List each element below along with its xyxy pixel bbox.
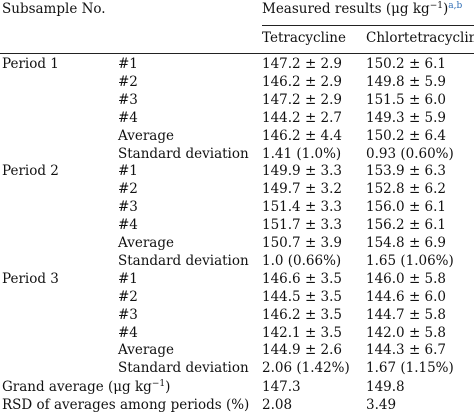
subsample-label: #3 xyxy=(118,92,138,108)
subsample-label: #4 xyxy=(118,325,138,341)
rsd-tetracycline: 2.08 xyxy=(262,397,293,413)
tetracycline-value: 146.2 ± 2.9 xyxy=(262,74,343,90)
subsample-label: #4 xyxy=(118,110,138,126)
chlortetracycline-value: 153.9 ± 6.3 xyxy=(366,163,447,179)
subsample-label: #1 xyxy=(118,56,138,72)
measured-results-exp: −1 xyxy=(429,1,443,11)
grand-average-exp: −1 xyxy=(151,379,166,389)
grand-average-label: Grand average (μg kg−1) xyxy=(2,378,170,399)
period-label: Period 3 xyxy=(2,271,59,287)
tetracycline-value: 144.9 ± 2.6 xyxy=(262,342,343,358)
grand-average-chlortetracycline: 149.8 xyxy=(366,379,405,395)
chlortetracycline-value: 144.3 ± 6.7 xyxy=(366,342,447,358)
chlortetracycline-value: 149.3 ± 5.9 xyxy=(366,110,447,126)
grand-average-prefix: Grand average (μg kg xyxy=(2,379,152,395)
tetracycline-value: 1.41 (1.0%) xyxy=(262,146,342,162)
period-label: Period 1 xyxy=(2,56,59,72)
measured-results-prefix: Measured results (μg kg xyxy=(262,1,430,17)
tetracycline-value: 151.7 ± 3.3 xyxy=(262,217,343,233)
tetracycline-value: 144.2 ± 2.7 xyxy=(262,110,343,126)
chlortetracycline-value: 154.8 ± 6.9 xyxy=(366,235,447,251)
tetracycline-value: 146.2 ± 3.5 xyxy=(262,307,343,323)
col-header-chlortetracycline: Chlortetracycline xyxy=(366,30,474,46)
subsample-label: Average xyxy=(118,342,174,358)
chlortetracycline-value: 144.6 ± 6.0 xyxy=(366,289,447,305)
tetracycline-value: 142.1 ± 3.5 xyxy=(262,325,343,341)
chlortetracycline-value: 146.0 ± 5.8 xyxy=(366,271,447,287)
chlortetracycline-value: 150.2 ± 6.1 xyxy=(366,56,447,72)
subsample-header: Subsample No. xyxy=(2,1,106,17)
header-bottom-rule xyxy=(0,53,474,54)
chlortetracycline-value: 150.2 ± 6.4 xyxy=(366,128,447,144)
measured-results-header: Measured results (μg kg−1)a,b xyxy=(262,0,462,21)
tetracycline-value: 147.2 ± 2.9 xyxy=(262,92,343,108)
tetracycline-value: 144.5 ± 3.5 xyxy=(262,289,343,305)
subsample-label: #2 xyxy=(118,181,138,197)
chlortetracycline-value: 142.0 ± 5.8 xyxy=(366,325,447,341)
chlortetracycline-value: 0.93 (0.60%) xyxy=(366,146,454,162)
grand-average-tetracycline: 147.3 xyxy=(262,379,301,395)
subsample-label: Standard deviation xyxy=(118,253,249,269)
tetracycline-value: 2.06 (1.42%) xyxy=(262,360,350,376)
subsample-label: #2 xyxy=(118,74,138,90)
grand-average-suffix: ) xyxy=(165,379,171,395)
subsample-label: #1 xyxy=(118,271,138,287)
tetracycline-value: 151.4 ± 3.3 xyxy=(262,199,343,215)
rsd-label: RSD of averages among periods (%) xyxy=(2,397,250,413)
rsd-chlortetracycline: 3.49 xyxy=(366,397,397,413)
tetracycline-value: 146.2 ± 4.4 xyxy=(262,128,343,144)
subsample-label: #3 xyxy=(118,199,138,215)
tetracycline-value: 1.0 (0.66%) xyxy=(262,253,342,269)
chlortetracycline-value: 144.7 ± 5.8 xyxy=(366,307,447,323)
subsample-label: Standard deviation xyxy=(118,360,249,376)
chlortetracycline-value: 152.8 ± 6.2 xyxy=(366,181,447,197)
subsample-label: Average xyxy=(118,128,174,144)
chlortetracycline-value: 156.0 ± 6.1 xyxy=(366,199,447,215)
subsample-label: #1 xyxy=(118,163,138,179)
header-subrule xyxy=(262,25,474,26)
chlortetracycline-value: 151.5 ± 6.0 xyxy=(366,92,447,108)
chlortetracycline-value: 1.65 (1.06%) xyxy=(366,253,454,269)
measured-results-suffix: ) xyxy=(442,1,449,17)
subsample-label: #3 xyxy=(118,307,138,323)
chlortetracycline-value: 156.2 ± 6.1 xyxy=(366,217,447,233)
chlortetracycline-value: 149.8 ± 5.9 xyxy=(366,74,447,90)
subsample-label: Average xyxy=(118,235,174,251)
chlortetracycline-value: 1.67 (1.15%) xyxy=(366,360,454,376)
footnote-link[interactable]: a,b xyxy=(448,1,463,11)
period-label: Period 2 xyxy=(2,163,59,179)
tetracycline-value: 149.9 ± 3.3 xyxy=(262,163,343,179)
tetracycline-value: 150.7 ± 3.9 xyxy=(262,235,343,251)
subsample-label: #4 xyxy=(118,217,138,233)
tetracycline-value: 149.7 ± 3.2 xyxy=(262,181,343,197)
tetracycline-value: 146.6 ± 3.5 xyxy=(262,271,343,287)
subsample-label: #2 xyxy=(118,289,138,305)
col-header-tetracycline: Tetracycline xyxy=(262,30,346,46)
tetracycline-value: 147.2 ± 2.9 xyxy=(262,56,343,72)
subsample-label: Standard deviation xyxy=(118,146,249,162)
